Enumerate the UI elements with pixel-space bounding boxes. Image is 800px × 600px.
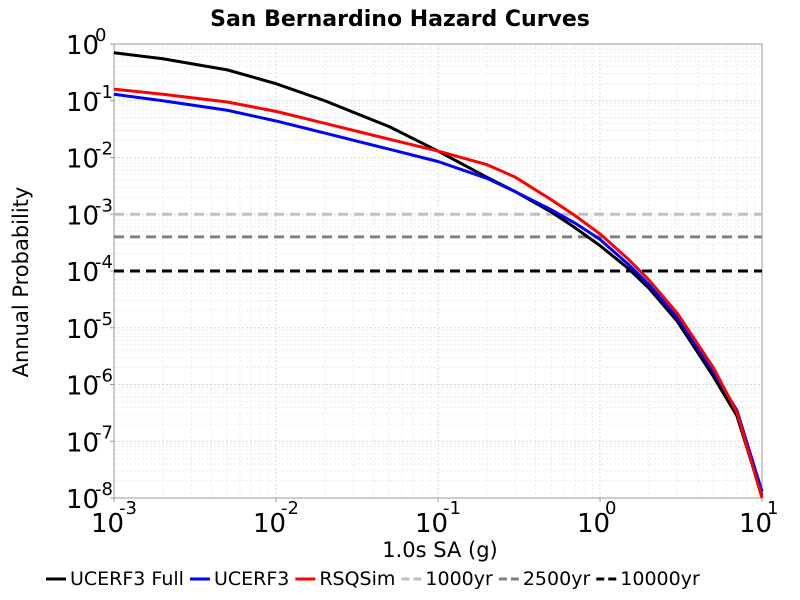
y-tick-exponent: -2 bbox=[95, 139, 113, 160]
x-axis-label: 1.0s SA (g) bbox=[382, 538, 498, 562]
y-tick-label: 10 bbox=[66, 201, 99, 231]
x-tick-exponent: -3 bbox=[119, 498, 137, 519]
y-tick-exponent: -7 bbox=[95, 422, 113, 443]
x-tick-label: 10 bbox=[415, 509, 448, 539]
y-tick-label: 10 bbox=[66, 315, 99, 345]
x-tick-exponent: 0 bbox=[605, 498, 616, 519]
y-tick-label: 10 bbox=[66, 372, 99, 402]
y-tick-exponent: -6 bbox=[95, 366, 113, 387]
legend-label-ucerf3: UCERF3 bbox=[214, 568, 289, 590]
x-tick-exponent: -1 bbox=[443, 498, 461, 519]
x-tick-label: 10 bbox=[253, 509, 286, 539]
y-tick-exponent: -3 bbox=[95, 195, 113, 216]
y-tick-label: 10 bbox=[66, 428, 99, 458]
series-line-rsqsim bbox=[113, 87, 764, 499]
legend-label-rsqsim: RSQSim bbox=[319, 568, 395, 590]
x-tick-label: 10 bbox=[739, 509, 772, 539]
series-layer bbox=[113, 51, 764, 499]
y-tick-label: 10 bbox=[66, 145, 99, 175]
legend-label-10000yr: 10000yr bbox=[620, 568, 700, 590]
y-tick-exponent: -8 bbox=[95, 479, 113, 500]
y-tick-label: 10 bbox=[66, 485, 99, 515]
y-tick-label: 10 bbox=[66, 31, 99, 61]
legend-label-2500yr: 2500yr bbox=[523, 568, 591, 590]
grid-lines bbox=[113, 44, 762, 499]
legend: UCERF3 Full UCERF3 RSQSim 1000yr 2500yr 10000… bbox=[46, 568, 700, 590]
y-axis-label: Annual Probability bbox=[9, 187, 33, 378]
y-tick-exponent: -1 bbox=[95, 82, 113, 103]
series-line-ucerf3 bbox=[113, 92, 764, 492]
y-tick-exponent: -5 bbox=[95, 309, 113, 330]
y-tick-label: 10 bbox=[66, 258, 99, 288]
legend-label-ucerf3-full: UCERF3 Full bbox=[70, 568, 184, 590]
x-tick-label: 10 bbox=[577, 509, 610, 539]
x-tick-exponent: 1 bbox=[767, 498, 778, 519]
y-tick-exponent: -4 bbox=[95, 252, 113, 273]
legend-label-1000yr: 1000yr bbox=[425, 568, 493, 590]
x-tick-exponent: -2 bbox=[281, 498, 299, 519]
y-tick-label: 10 bbox=[66, 88, 99, 118]
y-tick-exponent: 0 bbox=[95, 25, 106, 46]
x-tick-label: 10 bbox=[91, 509, 124, 539]
chart-title: San Bernardino Hazard Curves bbox=[210, 7, 590, 32]
